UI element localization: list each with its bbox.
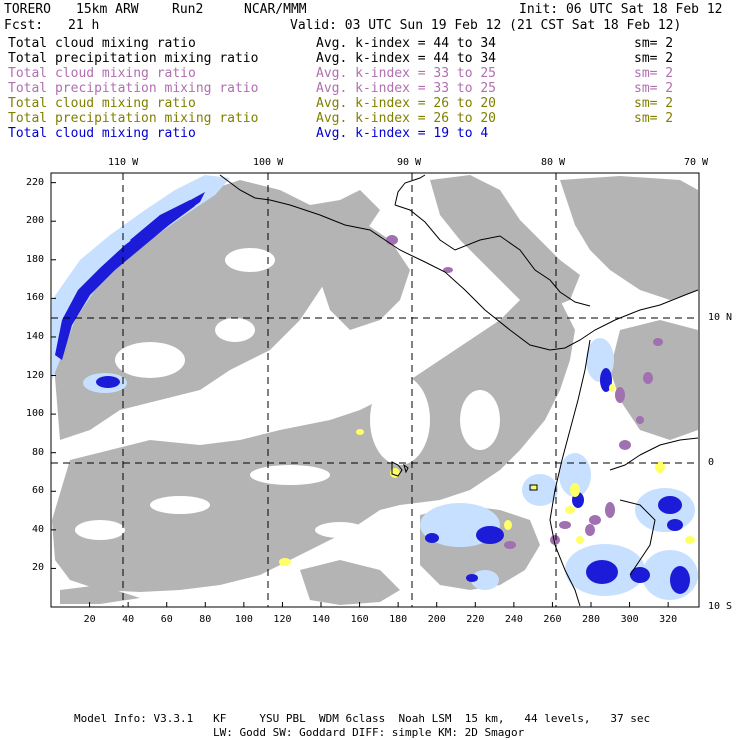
x-tick-label: 280 (582, 614, 601, 625)
plot-frame (50, 172, 700, 608)
model-name: TORERO (4, 2, 51, 17)
legend-smoothing: sm= 2 (634, 111, 674, 126)
x-tick-marks (89, 602, 669, 607)
longitude-label: 70 W (684, 157, 709, 168)
longitude-label: 90 W (397, 157, 422, 168)
graticule (51, 173, 699, 607)
yellow-cloud-field (279, 384, 695, 566)
x-tick-label: 220 (466, 614, 485, 625)
x-tick-label: 240 (504, 614, 523, 625)
legend-smoothing: sm= 2 (634, 81, 674, 96)
y-tick-label: 100 (26, 408, 45, 420)
y-tick-label: 60 (32, 485, 45, 497)
legend-field: Total precipitation mixing ratio (8, 51, 259, 66)
legend-field: Total cloud mixing ratio (8, 66, 196, 81)
purple-cloud-field (386, 235, 663, 549)
init-time: Init: 06 UTC Sat 18 Feb 12 (519, 2, 723, 17)
x-tick-label: 120 (273, 614, 292, 625)
y-tick-label: 220 (26, 176, 45, 188)
legend-k-index: Avg. k-index = 33 to 25 (316, 81, 497, 96)
model-org: NCAR/MMM (244, 2, 307, 17)
legend-k-index: Avg. k-index = 26 to 20 (316, 111, 497, 126)
y-tick-label: 160 (26, 292, 45, 304)
legend-field: Total precipitation mixing ratio (8, 111, 259, 126)
latitude-label: 0 (708, 457, 715, 468)
latitude-label: 10 N (708, 312, 733, 323)
legend-k-index: Avg. k-index = 33 to 25 (316, 66, 497, 81)
x-tick-label: 200 (427, 614, 446, 625)
longitude-label: 100 W (253, 157, 284, 168)
x-tick-label: 80 (199, 614, 212, 625)
model-run: Run2 (172, 2, 204, 17)
model-resolution: 15km ARW (76, 2, 139, 17)
longitude-label: 110 W (108, 157, 139, 168)
x-tick-label: 140 (312, 614, 331, 625)
y-tick-label: 180 (26, 253, 45, 265)
y-tick-marks (51, 182, 56, 569)
x-tick-label: 320 (659, 614, 678, 625)
forecast-hour: 21 h (68, 18, 100, 33)
light-blue-cloud-field (52, 175, 698, 600)
legend-smoothing: sm= 2 (634, 51, 674, 66)
latitude-label: 10 S (708, 601, 733, 612)
x-tick-label: 100 (234, 614, 253, 625)
legend-smoothing: sm= 2 (634, 36, 674, 51)
y-tick-label: 140 (26, 330, 45, 342)
y-tick-label: 40 (32, 523, 45, 535)
forecast-label: Fcst: (4, 18, 44, 33)
blue-cloud-field (55, 192, 690, 594)
legend-field: Total cloud mixing ratio (8, 126, 196, 141)
legend-field: Total cloud mixing ratio (8, 96, 196, 111)
coastlines (219, 174, 699, 607)
y-tick-label: 200 (26, 215, 45, 227)
longitude-label: 80 W (541, 157, 566, 168)
legend-k-index: Avg. k-index = 44 to 34 (316, 51, 497, 66)
legend-k-index: Avg. k-index = 26 to 20 (316, 96, 497, 111)
y-tick-label: 20 (32, 562, 45, 574)
x-tick-label: 180 (389, 614, 408, 625)
model-info-line1: Model Info: V3.3.1 KF YSU PBL WDM 6class… (74, 712, 651, 725)
legend-field: Total cloud mixing ratio (8, 36, 196, 51)
x-tick-label: 60 (160, 614, 173, 625)
x-tick-label: 260 (543, 614, 562, 625)
x-tick-label: 160 (350, 614, 369, 625)
legend-smoothing: sm= 2 (634, 96, 674, 111)
x-tick-label: 40 (122, 614, 135, 625)
legend-field: Total precipitation mixing ratio (8, 81, 259, 96)
model-info-line2: LW: Godd SW: Goddard DIFF: simple KM: 2D… (213, 726, 525, 739)
clear-sky-holes (75, 248, 500, 540)
legend-k-index: Avg. k-index = 44 to 34 (316, 36, 497, 51)
valid-time: Valid: 03 UTC Sun 19 Feb 12 (21 CST Sat … (290, 18, 682, 33)
legend-k-index: Avg. k-index = 19 to 4 (316, 126, 489, 141)
x-tick-label: 300 (620, 614, 639, 625)
y-tick-label: 120 (26, 369, 45, 381)
x-tick-label: 20 (83, 614, 96, 625)
y-tick-label: 80 (32, 446, 45, 458)
legend-smoothing: sm= 2 (634, 66, 674, 81)
